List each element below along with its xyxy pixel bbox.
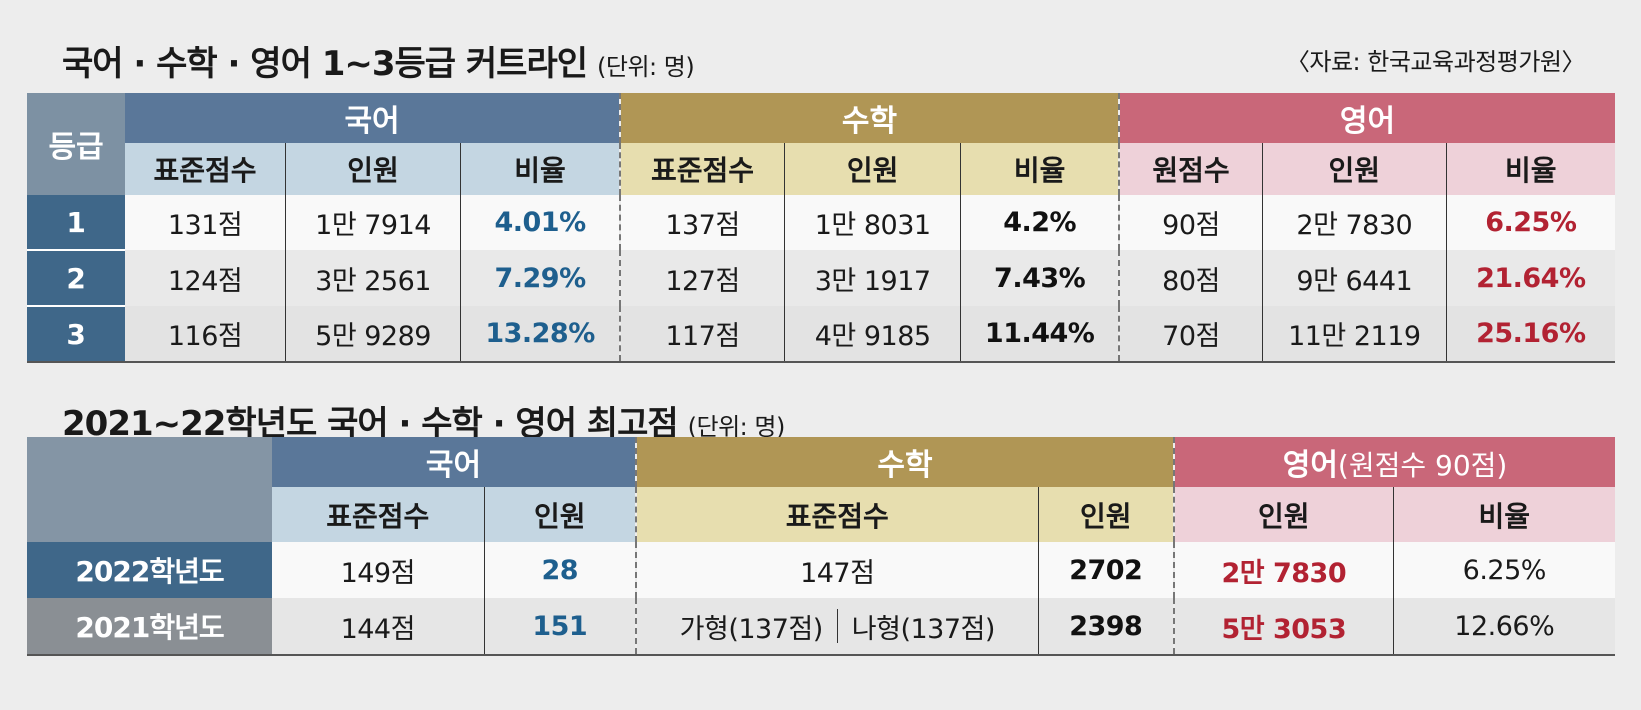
korean-ratio: 7.29% xyxy=(460,250,620,306)
korean-ratio: 13.28% xyxy=(460,306,620,362)
korean-count: 3만 2561 xyxy=(285,250,462,306)
english-sub-count: 인원 xyxy=(1262,143,1447,195)
english-header-label: 영어 xyxy=(1282,448,1338,483)
math-count: 1만 8031 xyxy=(784,195,962,250)
english-header-note: (원점수 90점) xyxy=(1337,449,1508,482)
math-count: 2398 xyxy=(1038,598,1175,655)
table-row: 2 124점 3만 2561 7.29% 127점 3만 1917 7.43% … xyxy=(27,250,1615,307)
year-cell: 2022학년도 xyxy=(27,542,272,598)
english-header: 영어(원점수 90점) xyxy=(1173,437,1616,487)
cutline-table: 등급 국어 수학 영어 표준점수 인원 비율 표준점수 인원 비율 원점수 인원… xyxy=(27,93,1615,363)
english-score: 90점 xyxy=(1118,195,1264,250)
math-ratio: 4.2% xyxy=(960,195,1120,250)
english-ratio: 6.25% xyxy=(1446,195,1615,250)
top-score-table: 국어 수학 영어(원점수 90점) 표준점수 인원 표준점수 인원 인원 비율 … xyxy=(27,437,1616,656)
table1-title-row: 국어 · 수학 · 영어 1~3등급 커트라인 (단위: 명) xyxy=(62,36,695,85)
corner-cell xyxy=(27,437,272,542)
math-sub-score: 표준점수 xyxy=(635,487,1039,542)
table1-title: 국어 · 수학 · 영어 1~3등급 커트라인 xyxy=(62,44,588,84)
math-score: 가형(137점) 나형(137점) xyxy=(635,598,1039,655)
korean-score: 131점 xyxy=(125,195,287,250)
math-score: 127점 xyxy=(618,250,786,306)
english-count: 2만 7830 xyxy=(1173,542,1394,598)
english-ratio: 12.66% xyxy=(1393,598,1616,655)
korean-header: 국어 xyxy=(125,93,620,143)
korean-header: 국어 xyxy=(272,437,637,487)
english-score: 80점 xyxy=(1118,250,1264,306)
math-score: 147점 xyxy=(635,542,1039,598)
english-count: 11만 2119 xyxy=(1262,306,1447,362)
table-row: 2022학년도 149점 28 147점 2702 2만 7830 6.25% xyxy=(27,542,1616,598)
source-note: 〈자료: 한국교육과정평가원〉 xyxy=(1285,48,1586,76)
english-sub-score: 원점수 xyxy=(1118,143,1264,195)
math-sub-score: 표준점수 xyxy=(618,143,786,195)
korean-count: 5만 9289 xyxy=(285,306,462,362)
korean-count: 28 xyxy=(484,542,637,598)
english-ratio: 6.25% xyxy=(1393,542,1616,598)
korean-sub-count: 인원 xyxy=(484,487,637,542)
korean-sub-score: 표준점수 xyxy=(272,487,485,542)
math-ratio: 7.43% xyxy=(960,250,1120,306)
table-row: 3 116점 5만 9289 13.28% 117점 4만 9185 11.44… xyxy=(27,306,1615,362)
english-count: 5만 3053 xyxy=(1173,598,1394,655)
korean-count: 1만 7914 xyxy=(285,195,462,250)
english-count: 9만 6441 xyxy=(1262,250,1447,306)
english-score: 70점 xyxy=(1118,306,1264,362)
math-sub-count: 인원 xyxy=(1038,487,1175,542)
table-row: 1 131점 1만 7914 4.01% 137점 1만 8031 4.2% 9… xyxy=(27,195,1615,251)
english-header: 영어 xyxy=(1118,93,1615,143)
year-cell: 2021학년도 xyxy=(27,598,272,655)
english-ratio: 25.16% xyxy=(1446,306,1615,362)
math-sub-ratio: 비율 xyxy=(960,143,1120,195)
math-count: 2702 xyxy=(1038,542,1175,598)
grade-cell: 1 xyxy=(27,195,126,251)
korean-score: 149점 xyxy=(272,542,485,598)
split-divider xyxy=(836,609,838,643)
english-sub-ratio: 비율 xyxy=(1393,487,1616,542)
english-sub-count: 인원 xyxy=(1173,487,1394,542)
table2-unit: (단위: 명) xyxy=(687,413,786,441)
korean-ratio: 4.01% xyxy=(460,195,620,250)
korean-sub-ratio: 비율 xyxy=(460,143,620,195)
english-sub-ratio: 비율 xyxy=(1446,143,1615,195)
math-header: 수학 xyxy=(618,93,1120,143)
grade-cell: 2 xyxy=(27,250,126,307)
math-count: 4만 9185 xyxy=(784,306,962,362)
korean-score: 116점 xyxy=(125,306,287,362)
math-ratio: 11.44% xyxy=(960,306,1120,362)
math-score: 117점 xyxy=(618,306,786,362)
korean-count: 151 xyxy=(484,598,637,655)
math-score-split: 가형(137점) 나형(137점) xyxy=(638,607,1037,646)
korean-sub-score: 표준점수 xyxy=(125,143,287,195)
math-score: 137점 xyxy=(618,195,786,250)
math-sub-count: 인원 xyxy=(784,143,962,195)
english-count: 2만 7830 xyxy=(1262,195,1447,250)
korean-score: 144점 xyxy=(272,598,485,655)
math-score-type-b: 나형(137점) xyxy=(851,613,996,645)
grade-header: 등급 xyxy=(27,93,126,195)
table-row: 2021학년도 144점 151 가형(137점) 나형(137점) 2398 … xyxy=(27,598,1616,655)
math-score-type-a: 가형(137점) xyxy=(679,613,824,645)
table1-unit: (단위: 명) xyxy=(597,53,695,81)
korean-sub-count: 인원 xyxy=(285,143,462,195)
math-count: 3만 1917 xyxy=(784,250,962,306)
korean-score: 124점 xyxy=(125,250,287,306)
grade-cell: 3 xyxy=(27,306,126,362)
math-header: 수학 xyxy=(635,437,1175,487)
english-ratio: 21.64% xyxy=(1446,250,1615,306)
